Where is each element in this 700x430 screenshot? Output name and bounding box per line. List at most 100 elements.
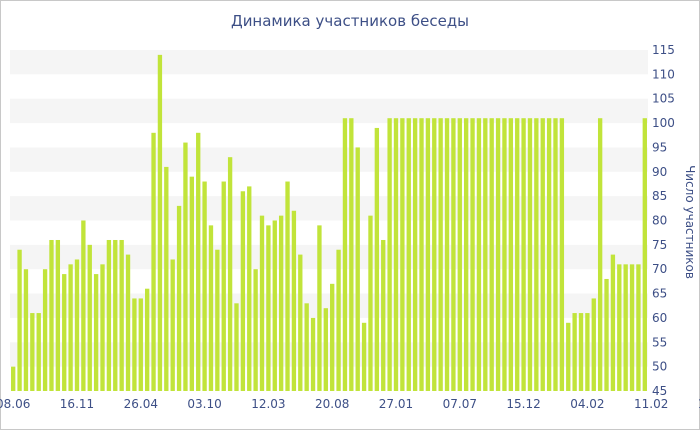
bar[interactable] xyxy=(381,239,386,391)
bar[interactable] xyxy=(202,181,207,391)
bar[interactable] xyxy=(278,215,284,391)
bar[interactable] xyxy=(464,118,469,391)
bar[interactable] xyxy=(132,298,137,391)
bar[interactable] xyxy=(68,264,73,391)
bar[interactable] xyxy=(476,118,482,391)
bar[interactable] xyxy=(227,157,233,391)
bar[interactable] xyxy=(368,215,373,391)
bar[interactable] xyxy=(585,313,590,391)
bar[interactable] xyxy=(444,118,450,391)
bar[interactable] xyxy=(457,118,462,391)
bar[interactable] xyxy=(419,118,424,391)
bar[interactable] xyxy=(259,215,265,391)
bar[interactable] xyxy=(253,269,258,391)
bar[interactable] xyxy=(81,220,86,392)
bar[interactable] xyxy=(62,274,67,391)
bar[interactable] xyxy=(355,147,360,391)
bar[interactable] xyxy=(508,118,513,391)
bar[interactable] xyxy=(125,254,131,391)
bar[interactable] xyxy=(170,259,175,391)
bar[interactable] xyxy=(374,127,380,391)
bar[interactable] xyxy=(623,264,628,391)
bar[interactable] xyxy=(406,118,411,391)
bar[interactable] xyxy=(36,313,41,391)
bar[interactable] xyxy=(342,118,348,391)
bar[interactable] xyxy=(310,317,316,391)
bar[interactable] xyxy=(610,254,616,391)
bar[interactable] xyxy=(483,118,488,391)
bar[interactable] xyxy=(566,322,571,391)
bar[interactable] xyxy=(317,225,322,391)
bar[interactable] xyxy=(285,181,290,391)
bar[interactable] xyxy=(221,181,226,391)
bar[interactable] xyxy=(349,118,354,391)
bar[interactable] xyxy=(578,313,584,391)
bar[interactable] xyxy=(93,274,99,391)
bar[interactable] xyxy=(266,225,271,391)
bar[interactable] xyxy=(387,118,392,391)
bar[interactable] xyxy=(521,118,526,391)
bar[interactable] xyxy=(196,132,201,391)
bar[interactable] xyxy=(291,210,297,391)
bar[interactable] xyxy=(617,264,622,391)
bar[interactable] xyxy=(597,118,603,391)
bar[interactable] xyxy=(55,239,61,391)
bar[interactable] xyxy=(106,239,112,391)
bar[interactable] xyxy=(425,118,431,391)
bar[interactable] xyxy=(189,176,194,391)
bar[interactable] xyxy=(234,303,239,391)
bar[interactable] xyxy=(164,166,169,391)
bar[interactable] xyxy=(489,118,494,391)
bar[interactable] xyxy=(157,54,163,392)
bar[interactable] xyxy=(393,118,399,391)
bar[interactable] xyxy=(176,205,182,391)
bar[interactable] xyxy=(591,298,596,391)
bar[interactable] xyxy=(247,186,252,391)
bar[interactable] xyxy=(559,118,565,391)
bar[interactable] xyxy=(553,118,558,391)
bar[interactable] xyxy=(87,244,92,391)
bar[interactable] xyxy=(540,118,545,391)
bar[interactable] xyxy=(546,118,552,391)
bar[interactable] xyxy=(208,225,214,391)
bar[interactable] xyxy=(336,249,341,391)
bar[interactable] xyxy=(113,239,118,391)
bar[interactable] xyxy=(629,264,635,391)
bar[interactable] xyxy=(515,118,520,391)
bar[interactable] xyxy=(470,118,475,391)
bar[interactable] xyxy=(400,118,405,391)
bar[interactable] xyxy=(11,366,16,391)
bar[interactable] xyxy=(330,283,335,391)
bar[interactable] xyxy=(534,118,539,391)
bar[interactable] xyxy=(42,269,48,391)
bar[interactable] xyxy=(151,132,156,391)
bar[interactable] xyxy=(527,118,533,391)
bar[interactable] xyxy=(30,313,35,391)
bar[interactable] xyxy=(145,288,150,391)
bar[interactable] xyxy=(74,259,80,391)
bar[interactable] xyxy=(438,118,443,391)
bar[interactable] xyxy=(572,313,577,391)
bar[interactable] xyxy=(272,220,277,392)
bar[interactable] xyxy=(100,264,105,391)
bar[interactable] xyxy=(17,249,22,391)
bar[interactable] xyxy=(636,264,641,391)
bar[interactable] xyxy=(49,239,54,391)
bar[interactable] xyxy=(604,278,609,391)
bar[interactable] xyxy=(215,249,220,391)
bar[interactable] xyxy=(323,308,328,391)
bar[interactable] xyxy=(642,118,647,391)
bar[interactable] xyxy=(412,118,418,391)
bar[interactable] xyxy=(451,118,456,391)
bar[interactable] xyxy=(495,118,501,391)
bar[interactable] xyxy=(240,191,246,391)
bar[interactable] xyxy=(361,322,367,391)
bar[interactable] xyxy=(432,118,437,391)
bar[interactable] xyxy=(138,298,143,391)
bar[interactable] xyxy=(502,118,507,391)
bar[interactable] xyxy=(183,142,188,391)
bar[interactable] xyxy=(23,269,29,391)
bar[interactable] xyxy=(304,303,309,391)
bar[interactable] xyxy=(298,254,303,391)
bar[interactable] xyxy=(119,239,124,391)
